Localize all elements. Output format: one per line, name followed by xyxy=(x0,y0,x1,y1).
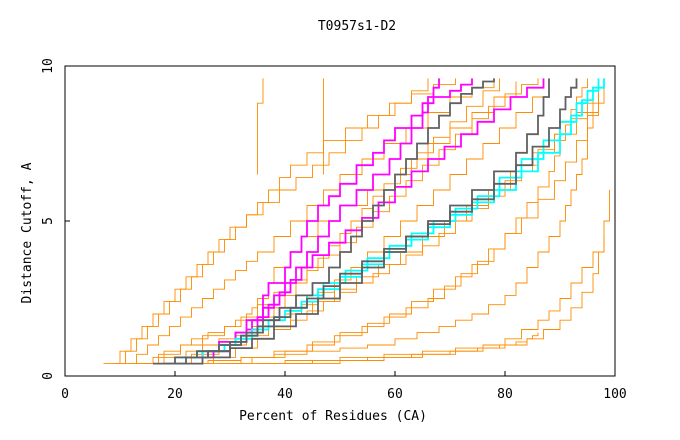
series-line-11 xyxy=(164,90,599,365)
y-tick-label-0: 0 xyxy=(41,372,56,380)
series-line-4 xyxy=(230,236,605,365)
x-tick-label-0: 0 xyxy=(61,387,69,402)
series-line-15 xyxy=(136,78,539,365)
series-line-1 xyxy=(142,81,550,365)
x-tick-label-1: 20 xyxy=(167,387,183,402)
y-axis: 0 5 10 xyxy=(41,58,70,380)
series-line-5 xyxy=(257,78,264,175)
series-line-24 xyxy=(175,78,550,365)
series-layer xyxy=(103,78,610,365)
x-tick-label-3: 60 xyxy=(387,387,403,402)
series-line-22 xyxy=(153,78,578,365)
series-line-8 xyxy=(186,84,605,365)
series-line-13 xyxy=(285,190,610,365)
series-line-23 xyxy=(164,78,495,365)
series-line-18 xyxy=(186,78,440,359)
y-tick-label-2: 10 xyxy=(41,58,56,74)
series-line-12 xyxy=(103,78,429,365)
y-axis-label: Distance Cutoff, A xyxy=(20,162,35,303)
y-tick-label-1: 5 xyxy=(41,217,56,225)
x-tick-label-4: 80 xyxy=(497,387,513,402)
series-line-14 xyxy=(219,90,599,365)
series-line-19 xyxy=(197,78,545,359)
x-axis-label: Percent of Residues (CA) xyxy=(239,409,427,424)
series-line-16 xyxy=(257,332,539,365)
x-tick-label-5: 100 xyxy=(603,387,626,402)
chart-title: T0957s1-D2 xyxy=(318,19,396,34)
series-line-17 xyxy=(191,78,473,359)
x-tick-label-2: 40 xyxy=(277,387,293,402)
x-axis: 0 20 40 60 80 100 xyxy=(61,371,627,402)
